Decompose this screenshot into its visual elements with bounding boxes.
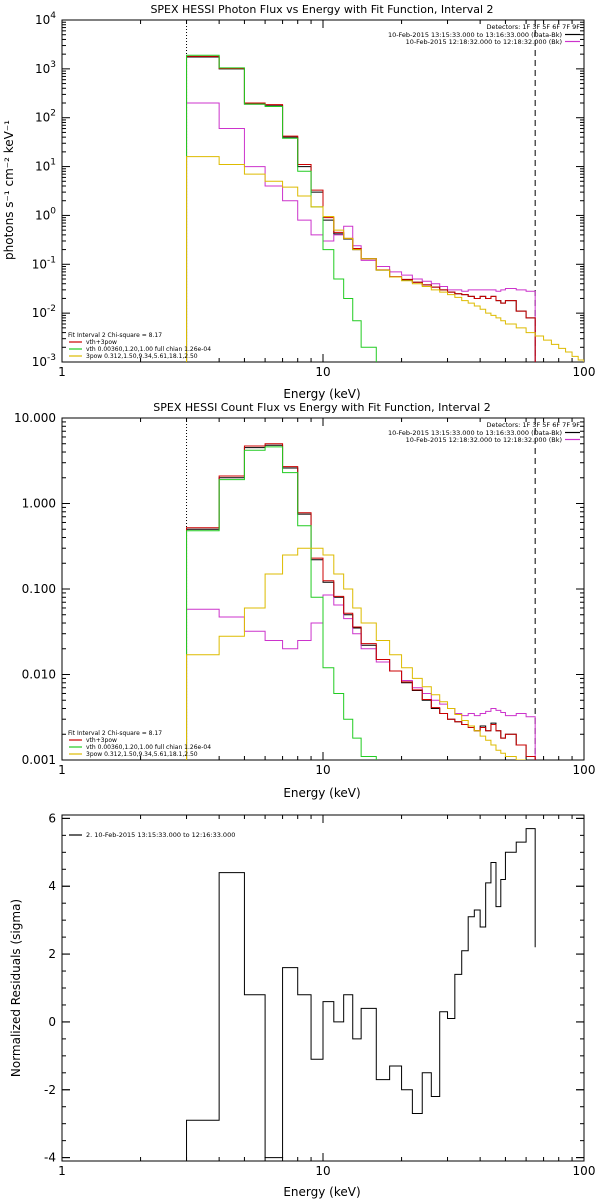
residuals-y-tick-label: 4: [48, 879, 56, 893]
residuals-y-axis-label: Normalized Residuals (sigma): [9, 899, 23, 1077]
photon-flux-y-tick-label: 10-2: [32, 304, 56, 320]
photon-flux-legend-entry: 3pow 0.312,1.50,9.34,5.61,18.1,2.50: [86, 353, 198, 360]
photon-flux-y-tick-label: 101: [35, 158, 56, 174]
residuals-x-tick-label: 10: [315, 1164, 330, 1178]
count-flux-series-vth-3pow: [186, 443, 536, 760]
residuals-y-tick-label: 2: [48, 947, 56, 961]
count-flux-series-vth: [186, 446, 377, 760]
photon-flux-header-entry: 10-Feb-2015 13:15:33.000 to 13:16:33.000…: [388, 31, 562, 39]
count-flux-y-tick-label: 10.000: [14, 411, 56, 425]
photon-flux-x-tick-label: 1: [58, 365, 66, 379]
count-flux-x-tick-label: 1: [58, 763, 66, 777]
photon-flux-y-tick-label: 104: [35, 11, 56, 27]
count-flux-legend-entry: 3pow 0.312,1.50,9.34,5.61,18.1,2.50: [86, 751, 198, 758]
count-flux-plot: 1 10 100 0.001 0.010 0.100 1.000 10.000 Detector…: [14, 411, 595, 777]
residuals-x-tick-label: 1: [58, 1164, 66, 1178]
residuals-y-tick-label: -4: [44, 1151, 56, 1165]
photon-flux-y-tick-label: 10-3: [32, 353, 56, 369]
photon-flux-y-tick-label: 100: [35, 206, 56, 222]
photon-flux-y-tick-label: 10-1: [32, 255, 56, 271]
photon-flux-legend-entry: vth+3pow: [86, 339, 117, 346]
photon-flux-y-tick-label: 102: [35, 109, 56, 125]
count-flux-series-data-bk: [186, 444, 536, 760]
photon-flux-series-vth: [186, 54, 403, 362]
photon-flux-title: SPEX HESSI Photon Flux vs Energy with Fi…: [150, 3, 493, 16]
count-flux-x-tick-label: 100: [573, 763, 596, 777]
photon-flux-x-tick-label: 100: [573, 365, 596, 379]
photon-flux-detectors-label: Detectors: 1F 3F 5F 6F 7F 9F: [486, 23, 580, 31]
count-flux-header-entry: 10-Feb-2015 13:15:33.000 to 13:16:33.000…: [388, 429, 562, 437]
photon-flux-y-axis-label: photons s⁻¹ cm⁻² keV⁻¹: [2, 120, 16, 260]
count-flux-title: SPEX HESSI Count Flux vs Energy with Fit…: [153, 401, 490, 414]
photon-flux-series-data-bk: [186, 56, 536, 362]
count-flux-legend-title: Fit Interval 2 Chi-square = 8.17: [68, 730, 162, 737]
photon-flux-x-tick-label: 10: [315, 365, 330, 379]
count-flux-legend-entry: vth+3pow: [86, 737, 117, 744]
residuals-x-axis-label: Energy (keV): [283, 1185, 360, 1199]
count-flux-panel: SPEX HESSI Count Flux vs Energy with Fit…: [14, 401, 595, 800]
residuals-y-tick-label: -2: [44, 1083, 56, 1097]
count-flux-header-entry: 10-Feb-2015 12:18:32.000 to 12:18:32.000…: [406, 436, 562, 444]
residuals-x-tick-label: 100: [573, 1164, 596, 1178]
count-flux-y-tick-label: 0.010: [22, 668, 56, 682]
residuals-y-tick-label: 6: [48, 811, 56, 825]
photon-flux-legend-entry: vth 0.00360,1.20,1.00 full chian 1.26e-0…: [86, 346, 211, 353]
count-flux-y-tick-label: 1.000: [22, 497, 56, 511]
residuals-panel: 1 10 100 -4 -2 0 2 4 6 2. 10-Feb-2015 13:15:33.00…: [9, 811, 595, 1199]
count-flux-series-3pow: [186, 547, 527, 760]
count-flux-x-axis-label: Energy (keV): [283, 786, 360, 800]
count-flux-legend-entry: vth 0.00360,1.20,1.00 full chian 1.26e-0…: [86, 744, 211, 751]
photon-flux-plot: 1 10 100 10-3 10-2 10-1 100 101 102 103 104 Detecto…: [32, 11, 596, 379]
residuals-y-tick-label: 0: [48, 1015, 56, 1029]
photon-flux-panel: SPEX HESSI Photon Flux vs Energy with Fi…: [2, 3, 595, 401]
count-flux-plot-frame: [61, 417, 585, 761]
photon-flux-y-tick-label: 103: [35, 60, 56, 76]
residuals-plot: 1 10 100 -4 -2 0 2 4 6 2. 10-Feb-2015 13:15:33.00…: [44, 811, 595, 1178]
count-flux-x-tick-label: 10: [315, 763, 330, 777]
residuals-series-residuals: [186, 828, 536, 1161]
photon-flux-series-vth-3pow: [186, 55, 536, 362]
photon-flux-x-axis-label: Energy (keV): [283, 387, 360, 401]
photon-flux-legend-title: Fit Interval 2 Chi-square = 8.17: [68, 332, 162, 339]
photon-flux-header-entry: 10-Feb-2015 12:18:32.000 to 12:18:32.000…: [406, 38, 562, 46]
count-flux-detectors-label: Detectors: 1F 3F 5F 6F 7F 9F: [486, 421, 580, 429]
count-flux-y-tick-label: 0.100: [22, 582, 56, 596]
residuals-legend-entry: 2. 10-Feb-2015 13:15:33.000 to 12:16:33.…: [86, 831, 235, 839]
photon-flux-series-bk: [186, 102, 536, 362]
count-flux-y-tick-label: 0.001: [22, 753, 56, 767]
photon-flux-series-3pow: [186, 156, 584, 362]
